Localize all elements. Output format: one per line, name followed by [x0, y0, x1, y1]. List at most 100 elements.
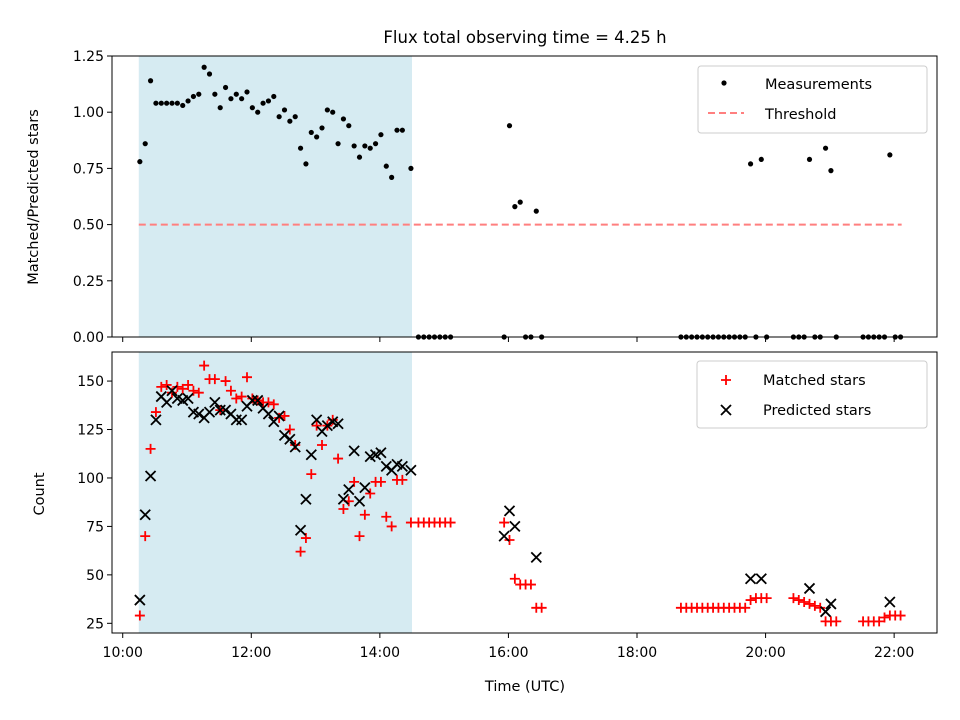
measurement-point: [292, 114, 298, 120]
measurement-point: [185, 98, 191, 104]
predicted-star-point: [161, 396, 173, 409]
legend-matched-marker: [721, 375, 731, 385]
predicted-star-point: [353, 495, 366, 507]
x-tick-label: 18:00: [617, 645, 657, 661]
matched-star-point: [359, 509, 370, 520]
matched-star-point: [317, 440, 327, 451]
matched-star-point: [306, 469, 317, 480]
measurement-point: [351, 143, 357, 149]
top-x-ticks: [122, 337, 895, 342]
x-tick-label: 22:00: [874, 645, 914, 661]
bottom-y-axis-label: Count: [32, 472, 48, 515]
matched-star-point: [220, 376, 231, 387]
predicted-star-point: [819, 606, 832, 618]
matched-star-point: [333, 453, 344, 464]
top-y-axis-label: Matched/Predicted stars: [26, 109, 42, 285]
measurement-point: [806, 156, 813, 163]
matched-star-point: [499, 517, 510, 528]
measurement-point: [228, 96, 234, 102]
matched-star-point: [274, 412, 285, 423]
matched-star-point: [354, 531, 365, 542]
matched-star-point: [809, 600, 820, 611]
matched-star-point: [199, 360, 210, 371]
matched-star-point: [895, 610, 906, 621]
matched-star-point: [183, 379, 194, 390]
x-tick-label: 12:00: [231, 645, 271, 661]
measurement-point: [346, 123, 352, 129]
measurement-point: [164, 100, 170, 106]
measurement-point: [142, 141, 148, 147]
predicted-star-point: [289, 441, 301, 453]
measurement-point: [265, 98, 272, 104]
predicted-star-point: [203, 406, 216, 418]
matched-star-point: [338, 503, 349, 514]
predicted-star-point: [803, 582, 816, 595]
matched-star-point: [874, 616, 885, 627]
measurement-point: [287, 118, 293, 124]
matched-star-point: [509, 573, 520, 584]
x-tick-label: 10:00: [103, 645, 143, 661]
matched-star-point: [761, 593, 772, 604]
predicted-star-point: [294, 524, 307, 536]
y-tick-label: 1.00: [73, 105, 104, 121]
measurement-point: [303, 161, 309, 167]
matched-star-point: [504, 534, 515, 545]
matched-star-point: [788, 593, 799, 604]
predicted-star-point: [509, 520, 521, 533]
y-tick-label: 150: [77, 374, 104, 390]
measurement-point: [169, 100, 175, 106]
matched-star-point: [209, 374, 220, 385]
measurement-point: [271, 93, 277, 100]
chart-title: Flux total observing time = 4.25 h: [383, 28, 666, 47]
y-tick-label: 25: [86, 616, 104, 632]
predicted-star-point: [337, 493, 350, 505]
measurement-point: [260, 100, 266, 106]
measurement-point: [180, 102, 186, 109]
measurement-point: [378, 132, 384, 138]
measurement-point: [297, 145, 304, 151]
predicted-star-point: [230, 414, 242, 426]
matched-star-point: [445, 517, 456, 528]
matched-star-point: [721, 375, 731, 385]
predicted-star-point: [332, 418, 344, 430]
matched-star-point: [242, 372, 252, 383]
matched-star-point: [236, 391, 247, 402]
predicted-star-point: [321, 420, 333, 432]
y-tick-label: 100: [77, 471, 104, 487]
predicted-star-point: [150, 414, 162, 426]
y-tick-label: 0.25: [73, 274, 104, 290]
predicted-star-point: [214, 404, 226, 416]
measurement-point: [758, 156, 764, 163]
matched-star-point: [268, 399, 279, 410]
predicted-star-point: [252, 394, 264, 407]
measurement-point: [324, 107, 330, 113]
measurement-point: [174, 100, 180, 106]
predicted-star-point: [503, 505, 516, 517]
measurement-point: [517, 199, 523, 205]
predicted-star-point: [348, 445, 360, 457]
measurement-point: [533, 208, 539, 214]
predicted-star-point: [825, 598, 837, 610]
matched-star-point: [831, 616, 842, 627]
top-axes-frame: [111, 55, 938, 338]
x-tick-label: 14:00: [360, 645, 400, 661]
measurement-point: [383, 163, 389, 169]
star-count-points: [134, 360, 906, 627]
matched-star-point: [156, 381, 167, 392]
measurement-point: [190, 93, 197, 100]
matched-star-point: [140, 531, 151, 542]
bottom-panel: 25 50 75 100 125 150 10:00 12:00 14:00 16:00 18:0…: [32, 351, 938, 695]
predicted-star-point: [311, 414, 323, 426]
measurement-point: [828, 168, 834, 174]
predicted-star-point: [236, 414, 248, 426]
legend-predicted-marker: [720, 404, 732, 416]
measurement-point: [222, 84, 229, 91]
matched-star-point: [225, 385, 236, 396]
predicted-star-point: [530, 551, 542, 564]
predicted-star-point: [139, 509, 151, 521]
predicted-star-point: [273, 410, 285, 422]
matched-star-point: [397, 474, 408, 485]
matched-star-point: [177, 383, 188, 394]
predicted-star-point: [209, 396, 221, 409]
